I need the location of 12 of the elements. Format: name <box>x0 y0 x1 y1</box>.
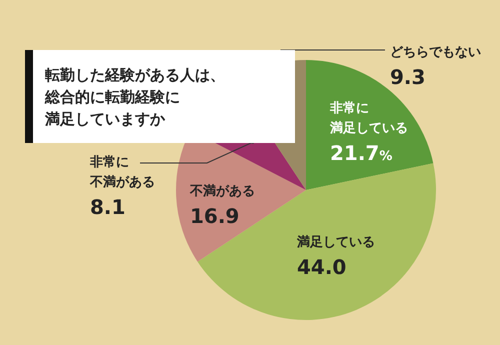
slice-label: 満足している <box>296 235 375 250</box>
slice-label: 不満がある <box>189 184 255 199</box>
slice-label: どちらでもない <box>390 45 481 60</box>
data-label: 16.9 <box>190 204 240 228</box>
slice-label: 非常に満足している <box>329 101 408 136</box>
text: 転勤した経験がある人は、総合的に転勤経験に満足していますか <box>44 66 225 128</box>
pie-slice <box>306 60 434 190</box>
data-label: 9.3 <box>390 65 426 89</box>
slice-label: 非常に不満がある <box>89 155 155 190</box>
data-label: 21.7% <box>330 141 392 165</box>
data-label: 8.1 <box>90 195 126 219</box>
data-label: 44.0 <box>297 255 346 279</box>
